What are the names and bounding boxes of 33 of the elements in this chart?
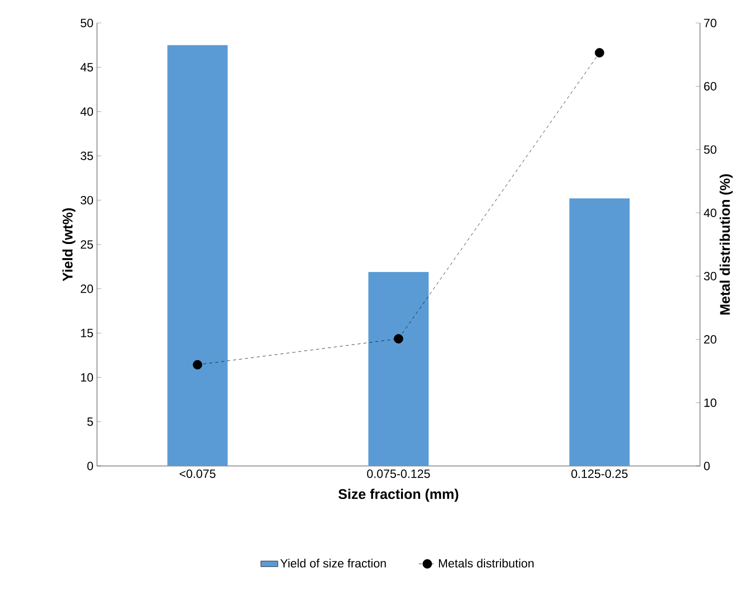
x-tick-label: <0.075 (180, 470, 216, 478)
point (192, 360, 202, 370)
y2-tick-label: 50 (704, 145, 716, 154)
y-tick-label: 35 (80, 152, 93, 160)
y2-axis-title: Metal distribution (%) (720, 174, 733, 314)
bar (368, 272, 429, 466)
y2-tick-label: 20 (704, 335, 716, 344)
y-tick-label: 45 (80, 63, 93, 72)
bar (569, 198, 630, 466)
y-tick-label: 15 (81, 328, 93, 338)
y-tick-label: 50 (80, 18, 94, 28)
y2-tick-label: 60 (704, 82, 716, 90)
y-tick-label: 20 (80, 284, 94, 294)
y2-tick-label: 10 (704, 398, 716, 407)
y2-tick-label: 30 (704, 272, 716, 280)
x-tick-label: 0.075-0.125 (367, 470, 430, 478)
bar (167, 45, 228, 466)
y-tick-label: 0 (87, 462, 94, 470)
legend-label: Yield of size fraction (280, 558, 386, 568)
y2-tick-label: 40 (704, 208, 716, 218)
y-tick-label: 30 (80, 196, 94, 204)
y-tick-label: 5 (87, 418, 93, 426)
y-tick-label: 10 (81, 373, 94, 382)
y2-tick-label: 70 (704, 18, 716, 28)
x-axis-title: Size fraction (mm) (338, 488, 458, 502)
point (394, 334, 404, 344)
x-tick-label: 0.125-0.25 (571, 470, 628, 478)
point (594, 48, 604, 58)
y-axis-title: Yield (wt%) (62, 208, 76, 282)
y-tick-label: 40 (80, 107, 94, 116)
y2-tick-label: 0 (704, 462, 710, 470)
y-tick-label: 25 (80, 240, 93, 249)
legend-label: Metals distribution (438, 558, 534, 568)
